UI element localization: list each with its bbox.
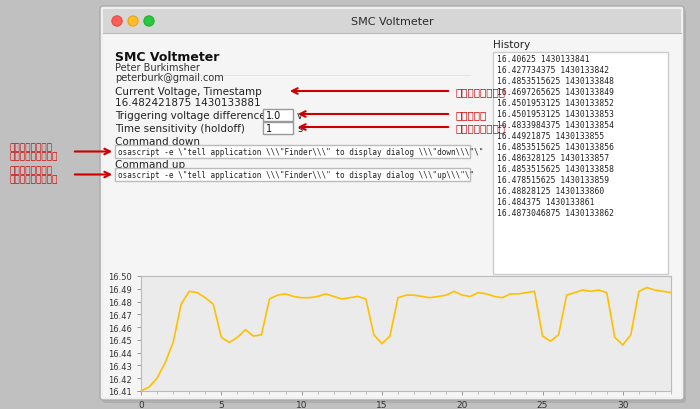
Text: History: History (493, 40, 531, 50)
Text: 16.48828125 1430133860: 16.48828125 1430133860 (497, 187, 604, 196)
Text: 電圧の変化: 電圧の変化 (455, 110, 486, 120)
Text: s: s (297, 124, 302, 134)
Text: v: v (297, 111, 302, 121)
Text: Peter Burkimsher: Peter Burkimsher (115, 63, 200, 73)
Text: 16.478515625 1430133859: 16.478515625 1430133859 (497, 175, 609, 184)
Text: Time sensitivity (holdoff): Time sensitivity (holdoff) (115, 124, 245, 134)
Text: 16.4853515625 1430133858: 16.4853515625 1430133858 (497, 164, 614, 173)
Text: 16.4501953125 1430133853: 16.4501953125 1430133853 (497, 110, 614, 119)
Text: 実行されるコマンド: 実行されるコマンド (10, 175, 58, 184)
Text: osascript -e \"tell application \\\"Finder\\\" to display dialog \\\"up\\\"\": osascript -e \"tell application \\\"Find… (118, 171, 474, 180)
Text: 実行されるコマンド: 実行されるコマンド (10, 152, 58, 161)
Bar (263, 110, 293, 122)
Text: 16.4501953125 1430133852: 16.4501953125 1430133852 (497, 99, 614, 108)
Text: 16.4853515625 1430133848: 16.4853515625 1430133848 (497, 77, 614, 86)
Text: Command up: Command up (115, 160, 185, 170)
Circle shape (144, 17, 154, 27)
Text: SMC Voltmeter: SMC Voltmeter (115, 51, 219, 64)
FancyBboxPatch shape (100, 7, 684, 400)
Bar (103, 10, 681, 34)
FancyBboxPatch shape (102, 10, 686, 403)
Text: 16.4873046875 1430133862: 16.4873046875 1430133862 (497, 209, 614, 218)
Text: 現在の電圧と時間: 現在の電圧と時間 (455, 87, 505, 97)
Text: Current Voltage, Timestamp: Current Voltage, Timestamp (115, 87, 262, 97)
Text: 16.44921875 1430133855: 16.44921875 1430133855 (497, 132, 604, 141)
Bar (103, 34, 681, 397)
Text: 1: 1 (266, 124, 272, 134)
Text: 電圧が下がった時: 電圧が下がった時 (10, 143, 53, 152)
Bar (493, 53, 668, 274)
Text: サンプリング間隔: サンプリング間隔 (455, 123, 505, 133)
Bar (263, 123, 293, 135)
Text: 16.4853515625 1430133856: 16.4853515625 1430133856 (497, 143, 614, 152)
Text: 16.4833984375 1430133854: 16.4833984375 1430133854 (497, 121, 614, 130)
Bar (115, 146, 470, 159)
Text: 16.482421875 1430133881: 16.482421875 1430133881 (115, 98, 260, 108)
Text: Command down: Command down (115, 137, 200, 147)
Text: SMC Voltmeter: SMC Voltmeter (351, 17, 433, 27)
Text: 16.427734375 1430133842: 16.427734375 1430133842 (497, 66, 609, 75)
Text: Triggering voltage difference: Triggering voltage difference (115, 111, 265, 121)
Text: 1.0: 1.0 (266, 111, 281, 121)
Text: 16.40625 1430133841: 16.40625 1430133841 (497, 55, 589, 64)
Circle shape (112, 17, 122, 27)
Text: 16.484375 1430133861: 16.484375 1430133861 (497, 198, 594, 207)
Text: 16.4697265625 1430133849: 16.4697265625 1430133849 (497, 88, 614, 97)
Text: 電圧が上がった時: 電圧が上がった時 (10, 166, 53, 175)
Circle shape (128, 17, 138, 27)
Bar (115, 169, 470, 182)
Text: peterburk@gmail.com: peterburk@gmail.com (115, 73, 224, 83)
Text: osascript -e \"tell application \\\"Finder\\\" to display dialog \\\"down\\\"\": osascript -e \"tell application \\\"Find… (118, 148, 484, 157)
Text: 16.486328125 1430133857: 16.486328125 1430133857 (497, 154, 609, 163)
